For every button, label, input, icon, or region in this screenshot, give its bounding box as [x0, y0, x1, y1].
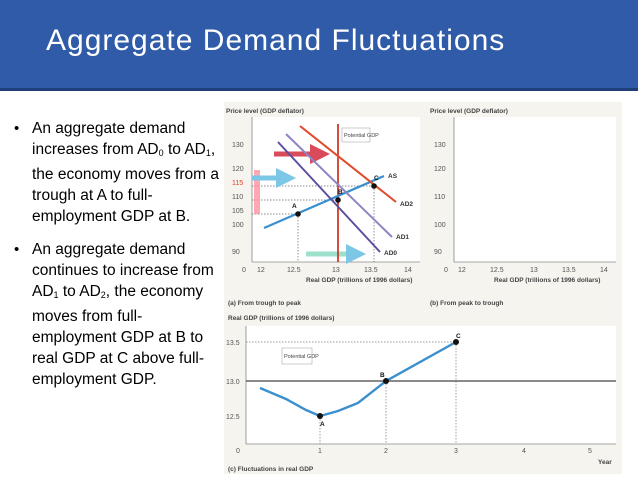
- panel-c-ytick: 13.0: [226, 379, 240, 386]
- panel-a-as-curve: [263, 174, 385, 230]
- panel-c-point-c-label: C: [456, 333, 461, 340]
- panel-a-ytick: 105: [232, 208, 244, 215]
- panel-a-point-b-label: B: [338, 189, 343, 196]
- panel-a-ad1-label: AD1: [396, 234, 409, 241]
- panel-a-xtick: 13: [332, 267, 340, 274]
- panel-b: Price level (GDP deflator) 130 120 110 1…: [430, 108, 616, 307]
- panel-a-xtick: 12.5: [287, 267, 301, 274]
- panel-c-xtick: 1: [318, 448, 322, 455]
- panel-a-xtick: 0: [242, 267, 246, 274]
- panel-a-ad0-curve: [277, 141, 381, 253]
- panel-c: Real GDP (trillions of 1996 dollars) 13.…: [226, 315, 616, 473]
- panel-b-xtick: 12.5: [490, 267, 504, 274]
- panel-b-ylabel: Price level (GDP deflator): [430, 108, 508, 115]
- panel-b-xtick: 13.5: [562, 267, 576, 274]
- panel-b-ytick: 110: [434, 194, 445, 201]
- panel-c-point-b: [383, 378, 389, 384]
- panel-a: Price level (GDP deflator) 130 120 115 1…: [226, 108, 420, 307]
- panel-c-xtick: 4: [522, 448, 526, 455]
- panel-a-ad1-curve: [285, 133, 393, 238]
- panel-c-potential-box: [281, 347, 313, 365]
- slide-header: Aggregate Demand Fluctuations: [0, 0, 638, 91]
- panel-b-xtick: 13: [530, 267, 538, 274]
- panel-a-point-c: [371, 183, 377, 189]
- panel-b-ytick: 120: [434, 166, 446, 173]
- bullet-text: An aggregate demand continues to increas…: [32, 241, 214, 388]
- bullet-text: An aggregate demand increases from AD0 t…: [32, 120, 219, 225]
- panel-c-xtick: 0: [236, 448, 240, 455]
- panel-c-point-a-label: A: [320, 421, 325, 428]
- panel-c-potential-label: Potential GDP: [284, 354, 319, 360]
- panel-a-potential-label: Potential GDP: [344, 133, 379, 139]
- panel-a-xlabel: Real GDP (trillions of 1996 dollars): [306, 277, 412, 284]
- panel-c-real-gdp-line: [259, 340, 457, 418]
- panel-a-ytick: 120: [232, 166, 244, 173]
- panel-a-price-highlight: [254, 170, 260, 214]
- figure-svg: Price level (GDP deflator) 130 120 115 1…: [226, 108, 616, 473]
- panel-a-point-c-label: C: [374, 175, 379, 182]
- bullet-dot-icon: •: [14, 120, 20, 137]
- panel-c-xtick: 3: [454, 448, 458, 455]
- panel-c-point-a: [317, 413, 323, 419]
- panel-b-caption: (b) From peak to trough: [430, 300, 503, 307]
- panel-b-ytick: 100: [434, 222, 446, 229]
- panel-c-xlabel: Year: [598, 459, 612, 466]
- panel-c-xtick: 2: [384, 448, 388, 455]
- panel-a-ad2-label: AD2: [400, 201, 413, 208]
- panel-a-plot-area: [252, 117, 420, 262]
- panel-a-ytick: 110: [232, 194, 243, 201]
- panel-a-as-label: AS: [388, 173, 398, 180]
- panel-c-ytick: 13.5: [226, 340, 240, 347]
- panel-a-ytick: 130: [232, 142, 244, 149]
- panel-c-plot-area: [246, 326, 616, 444]
- panel-b-xlabel: Real GDP (trillions of 1996 dollars): [494, 277, 600, 284]
- bullet-item: • An aggregate demand continues to incre…: [12, 239, 222, 390]
- panel-a-point-b: [335, 197, 341, 203]
- panel-a-ytick: 115: [232, 180, 243, 187]
- panel-a-caption: (a) From trough to peak: [228, 300, 301, 307]
- panel-b-xtick: 14: [600, 267, 608, 274]
- panel-a-xtick: 14: [404, 267, 412, 274]
- bullet-list: • An aggregate demand increases from AD0…: [12, 118, 222, 390]
- panel-a-potential-box: [341, 127, 371, 143]
- panel-c-ytick: 12.5: [226, 414, 240, 421]
- panel-a-ylabel: Price level (GDP deflator): [226, 108, 304, 115]
- panel-c-ylabel: Real GDP (trillions of 1996 dollars): [228, 315, 334, 322]
- panel-a-ad2-curve: [299, 125, 397, 203]
- panel-b-plot-area: [454, 117, 616, 262]
- bullet-dot-icon: •: [14, 241, 20, 258]
- panel-a-xtick: 13.5: [364, 267, 378, 274]
- panel-a-ad0-label: AD0: [384, 250, 397, 257]
- panel-c-caption: (c) Fluctuations in real GDP: [228, 466, 314, 473]
- panel-a-point-a: [295, 211, 301, 217]
- panel-c-point-c: [453, 339, 459, 345]
- panel-c-point-b-label: B: [380, 372, 385, 379]
- panel-b-xtick: 12: [458, 267, 466, 274]
- panel-b-ytick: 130: [434, 142, 446, 149]
- panel-a-xtick: 12: [257, 267, 265, 274]
- panel-a-ytick: 100: [232, 222, 244, 229]
- slide-title: Aggregate Demand Fluctuations: [46, 24, 506, 57]
- panel-a-ytick: 90: [232, 249, 240, 256]
- panel-c-xtick: 5: [588, 448, 592, 455]
- panel-a-point-a-label: A: [292, 203, 297, 210]
- bullet-item: • An aggregate demand increases from AD0…: [12, 118, 222, 227]
- panel-b-ytick: 90: [434, 249, 442, 256]
- economics-figure: Price level (GDP deflator) 130 120 115 1…: [224, 102, 622, 474]
- panel-b-xtick: 0: [444, 267, 448, 274]
